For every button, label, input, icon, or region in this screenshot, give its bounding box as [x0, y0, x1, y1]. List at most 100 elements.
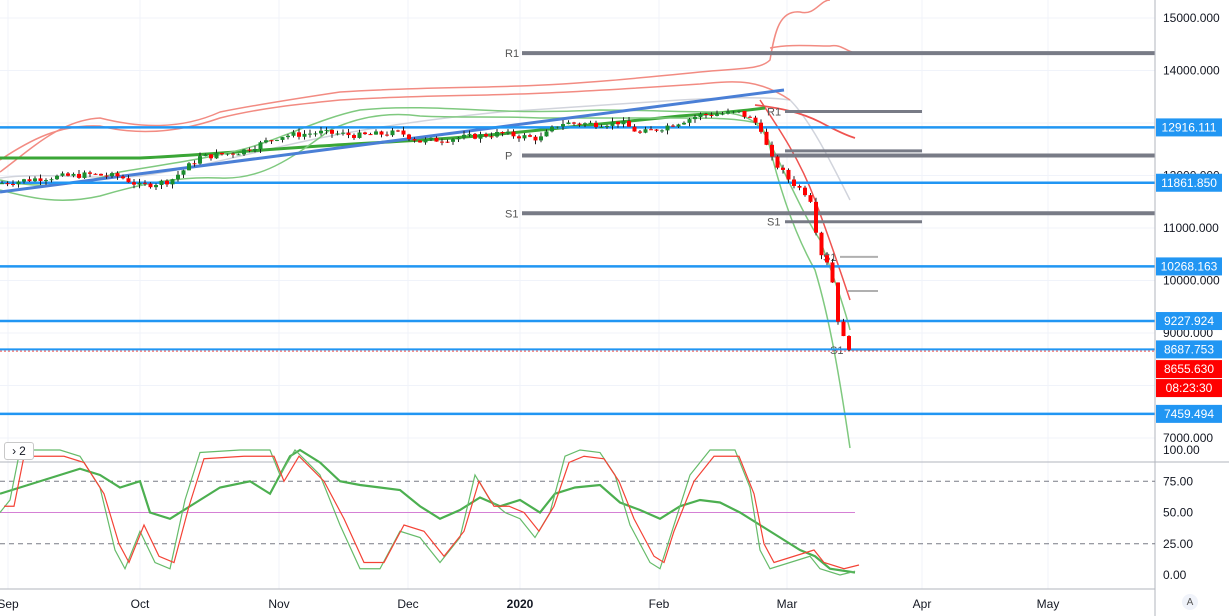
- pivot-label: R1: [505, 48, 519, 60]
- candle-body: [291, 132, 296, 136]
- candle-body: [671, 125, 675, 127]
- candle-body: [154, 184, 158, 188]
- candle-body: [819, 232, 824, 256]
- price-tick: 10000.000: [1163, 274, 1220, 288]
- candle-body: [148, 183, 153, 188]
- time-label: Apr: [913, 597, 932, 611]
- candle-body: [500, 131, 505, 134]
- candle-body: [781, 167, 785, 170]
- chevron-right-icon: ›: [12, 444, 17, 458]
- candle-body: [506, 131, 510, 134]
- candle-body: [335, 133, 340, 135]
- candle-body: [214, 152, 219, 159]
- candle-body: [544, 131, 549, 137]
- candle-body: [517, 136, 521, 139]
- ma-gray-line: [0, 96, 851, 201]
- last-price-badge: [1156, 360, 1222, 379]
- candle-body: [286, 135, 290, 138]
- candle-body: [627, 120, 631, 127]
- candle-body: [330, 129, 334, 134]
- candle-body: [836, 282, 840, 322]
- candle-body: [324, 129, 329, 131]
- candle-body: [159, 180, 164, 185]
- oscillator-tick: 0.00: [1163, 568, 1187, 582]
- candle-body: [440, 141, 444, 143]
- candle-body: [423, 139, 428, 143]
- candle-body: [456, 137, 461, 140]
- candle-body: [220, 152, 224, 155]
- candle-body: [429, 137, 433, 140]
- candle-body: [616, 121, 620, 125]
- candle-body: [198, 156, 202, 164]
- candle-body: [385, 134, 389, 136]
- pivot-label: S1: [505, 208, 518, 220]
- candle-body: [374, 131, 378, 135]
- horizontal-levels: [0, 126, 1155, 416]
- candle-body: [280, 137, 285, 140]
- ma-red-short: [754, 104, 856, 139]
- candle-body: [352, 135, 356, 138]
- candle-body: [676, 124, 681, 127]
- candle-body: [808, 195, 813, 202]
- candle-body: [341, 132, 345, 134]
- candle-body: [247, 149, 252, 151]
- candle-body: [418, 140, 422, 143]
- candle-body: [687, 119, 692, 123]
- candle-body: [104, 175, 109, 177]
- time-label: Oct: [131, 597, 150, 611]
- candle-body: [275, 139, 279, 141]
- candle-body: [830, 262, 835, 283]
- candle-body: [253, 149, 257, 151]
- oscillator-toggle-button[interactable]: › 2: [4, 442, 34, 460]
- time-label: Feb: [649, 597, 670, 611]
- candle-body: [137, 182, 142, 185]
- oscillator-tick: 50.00: [1163, 506, 1193, 520]
- candle-body: [632, 126, 637, 132]
- candle-body: [121, 176, 125, 179]
- price-badge-label: 9227.924: [1164, 314, 1214, 328]
- candle-body: [726, 111, 730, 114]
- candle-body: [693, 117, 697, 120]
- candle-body: [170, 179, 175, 185]
- candle-body: [308, 133, 312, 135]
- pivot-levels: R1PS1R1S1S1S1: [505, 48, 1155, 357]
- candle-body: [654, 129, 659, 131]
- candle-body: [550, 126, 554, 132]
- candle-body: [484, 134, 488, 137]
- candle-body: [264, 140, 268, 143]
- candle-body: [187, 163, 191, 171]
- pivot-label: S1: [767, 217, 780, 229]
- price-badge: [1156, 257, 1222, 276]
- auto-scale-button[interactable]: A: [1182, 594, 1198, 610]
- price-badge-label: 8687.753: [1164, 342, 1214, 356]
- candle-body: [363, 132, 367, 135]
- candle-body: [203, 154, 208, 157]
- candle-body: [82, 172, 87, 178]
- candle-body: [555, 126, 560, 128]
- candle-body: [319, 130, 323, 134]
- price-badge: [1156, 404, 1222, 423]
- price-badge: [1156, 173, 1222, 192]
- candle-body: [0, 183, 4, 185]
- oscillator-count: 2: [19, 444, 26, 458]
- candle-body: [132, 182, 136, 185]
- trendline: [0, 88, 785, 194]
- candle-body: [511, 131, 516, 137]
- price-badge-label: 12916.111: [1162, 120, 1217, 134]
- candle-body: [643, 129, 648, 133]
- price-badge: [1156, 340, 1222, 359]
- oscillator-tick: 100.00: [1163, 443, 1200, 457]
- countdown-badge: [1156, 379, 1222, 398]
- candle-body: [66, 173, 70, 176]
- candle-body: [77, 173, 81, 178]
- time-label: Nov: [268, 597, 289, 611]
- candles: [0, 108, 851, 352]
- candle-body: [566, 122, 571, 125]
- candle-body: [704, 114, 708, 116]
- candle-body: [588, 122, 593, 124]
- candle-body: [99, 173, 103, 176]
- candle-body: [665, 125, 670, 131]
- candle-body: [720, 113, 725, 115]
- price-tick: 11000.000: [1163, 221, 1219, 235]
